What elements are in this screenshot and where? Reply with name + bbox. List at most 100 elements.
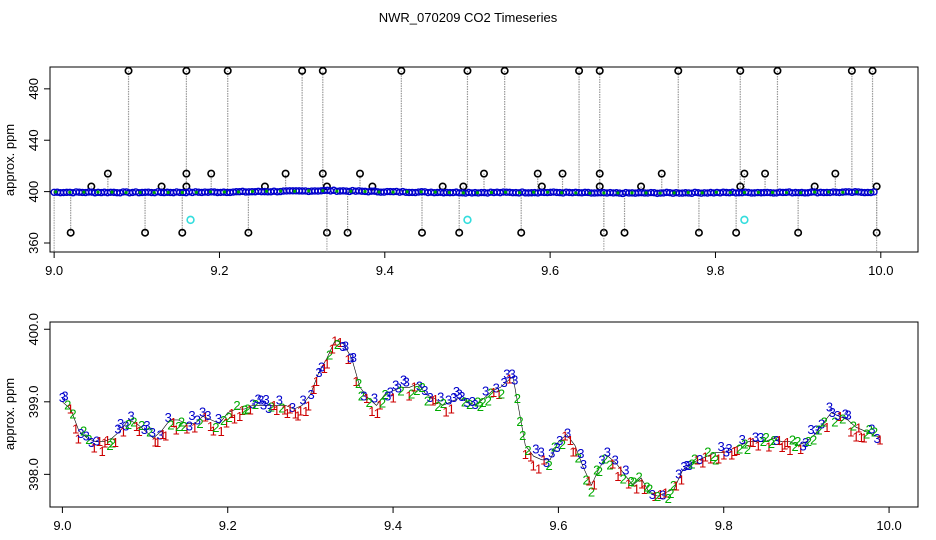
series-1-marker: 1 bbox=[527, 449, 534, 464]
series-2-marker: 2 bbox=[334, 337, 341, 352]
top-axes: 9.0 9.2 9.4 9.6 9.8 10.0 360 400 440 480 bbox=[26, 78, 893, 278]
series-3-marker: 3 bbox=[532, 442, 539, 457]
chart-title: NWR_070209 CO2 Timeseries bbox=[379, 10, 558, 25]
series-2-marker: 2 bbox=[667, 486, 674, 501]
series-1-marker: 1 bbox=[699, 455, 706, 470]
series-1-marker: 1 bbox=[429, 393, 436, 408]
series-2-marker: 2 bbox=[244, 402, 251, 417]
mid-spike-marker bbox=[761, 169, 770, 178]
series-2-marker: 2 bbox=[479, 395, 486, 410]
series-2-marker: 2 bbox=[382, 387, 389, 402]
series-2-marker: 2 bbox=[691, 451, 698, 466]
baseline-green-point bbox=[770, 190, 775, 195]
baseline-green-point bbox=[588, 191, 592, 195]
series-1-marker: 1 bbox=[98, 444, 105, 459]
series-3-marker: 3 bbox=[300, 393, 307, 408]
series-3-marker: 3 bbox=[194, 412, 201, 427]
series-1-marker: 1 bbox=[651, 489, 658, 504]
series-2-marker: 2 bbox=[643, 479, 650, 494]
series-1-marker: 1 bbox=[855, 421, 862, 436]
high-spike-marker bbox=[847, 66, 856, 75]
baseline-green-point bbox=[110, 190, 114, 194]
series-1-marker: 1 bbox=[797, 442, 804, 457]
baseline-green-point bbox=[208, 190, 212, 194]
series-2-marker: 2 bbox=[794, 434, 801, 449]
series-1-marker: 1 bbox=[112, 435, 119, 450]
baseline-green-point bbox=[377, 190, 381, 194]
series-1-marker: 1 bbox=[72, 421, 79, 436]
series-1-marker: 1 bbox=[223, 415, 230, 430]
mid-spike-marker bbox=[318, 169, 327, 178]
series-2-marker: 2 bbox=[241, 402, 248, 417]
series-1-marker: 1 bbox=[284, 406, 291, 421]
series-3-marker: 3 bbox=[260, 398, 267, 413]
series-2-marker: 2 bbox=[744, 442, 751, 457]
series-2-marker: 2 bbox=[606, 458, 613, 473]
series-2-marker: 2 bbox=[220, 413, 227, 428]
bottom-x-tick-label: 9.0 bbox=[53, 518, 71, 533]
series-1-marker: 1 bbox=[75, 432, 82, 447]
series-1-marker: 1 bbox=[876, 432, 883, 447]
series-3-marker: 3 bbox=[493, 381, 500, 396]
series-1-marker: 1 bbox=[292, 406, 299, 421]
baseline-green-point bbox=[686, 190, 690, 195]
low-spike-marker bbox=[417, 228, 426, 237]
baseline-green-point bbox=[138, 190, 142, 195]
mid-spike-marker bbox=[595, 169, 604, 178]
series-2-marker: 2 bbox=[519, 428, 526, 443]
series-1-marker: 1 bbox=[733, 443, 740, 458]
series-1-marker: 1 bbox=[614, 469, 621, 484]
series-2-marker: 2 bbox=[654, 489, 661, 504]
baseline-point bbox=[867, 188, 875, 197]
series-2-marker: 2 bbox=[167, 417, 174, 432]
baseline-green-point bbox=[546, 190, 550, 194]
series-2-marker: 2 bbox=[712, 453, 719, 468]
series-2-marker: 2 bbox=[355, 376, 362, 391]
series-2-marker: 2 bbox=[596, 464, 603, 479]
series-3-marker: 3 bbox=[215, 411, 222, 426]
series-1-marker: 1 bbox=[207, 419, 214, 434]
series-3-marker: 3 bbox=[874, 431, 881, 446]
series-1-marker: 1 bbox=[159, 427, 166, 442]
top-x-tick-label: 9.6 bbox=[541, 263, 559, 278]
baseline-green-point bbox=[250, 189, 255, 194]
series-1-marker: 1 bbox=[572, 445, 579, 460]
series-2-marker: 2 bbox=[130, 415, 137, 430]
series-3-marker: 3 bbox=[511, 373, 518, 388]
series-3-marker: 3 bbox=[556, 433, 563, 448]
series-3-marker: 3 bbox=[88, 435, 95, 450]
series-3-marker: 3 bbox=[456, 386, 463, 401]
series-2-marker: 2 bbox=[413, 383, 420, 398]
series-1-marker: 1 bbox=[641, 482, 648, 497]
series-2-marker: 2 bbox=[789, 432, 796, 447]
high-spike-marker bbox=[500, 66, 509, 75]
baseline-green-point bbox=[461, 191, 465, 195]
series-3-marker: 3 bbox=[757, 430, 764, 445]
high-spike-marker bbox=[595, 66, 604, 75]
series-1-marker: 1 bbox=[432, 392, 439, 407]
baseline-green-point bbox=[784, 190, 789, 195]
series-3-marker: 3 bbox=[844, 408, 851, 423]
series-1-marker: 1 bbox=[617, 464, 624, 479]
series-1-marker: 1 bbox=[151, 434, 158, 449]
series-2-marker: 2 bbox=[64, 398, 71, 413]
top-panel: approx. ppm 9.0 9.2 9.4 9.6 9.8 10.0 360 400 440… bbox=[2, 66, 919, 278]
high-spike-marker bbox=[463, 66, 472, 75]
series-3-marker: 3 bbox=[612, 452, 619, 467]
series-2-marker: 2 bbox=[138, 418, 145, 433]
series-2-marker: 2 bbox=[583, 472, 590, 487]
series-2-marker: 2 bbox=[762, 430, 769, 445]
baseline-green-point bbox=[813, 190, 817, 194]
series-2-marker: 2 bbox=[326, 347, 333, 362]
series-3-marker: 3 bbox=[204, 408, 211, 423]
series-3-marker: 3 bbox=[818, 417, 825, 432]
mid-spike-marker bbox=[533, 169, 542, 178]
series-2-marker: 2 bbox=[408, 387, 415, 402]
series-3-marker: 3 bbox=[384, 389, 391, 404]
series-2-marker: 2 bbox=[466, 397, 473, 412]
series-1-marker: 1 bbox=[389, 391, 396, 406]
series-1-marker: 1 bbox=[302, 404, 309, 419]
bottom-x-tick-label: 9.6 bbox=[549, 518, 567, 533]
series-3-marker: 3 bbox=[675, 467, 682, 482]
series-2-marker: 2 bbox=[109, 436, 116, 451]
